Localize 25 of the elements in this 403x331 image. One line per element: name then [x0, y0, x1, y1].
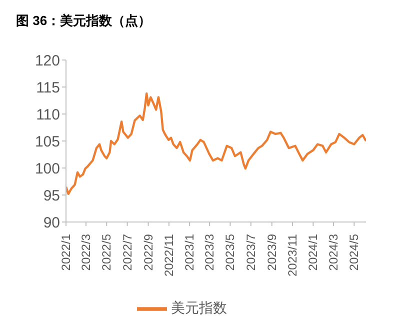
line-series	[66, 92, 366, 196]
legend-label: 美元指数	[171, 300, 227, 316]
chart-title: 图 36：美元指数（点）	[15, 12, 152, 30]
x-tick-label: 2024/5	[347, 234, 362, 271]
y-tick-label: 120	[34, 52, 60, 70]
x-tick-label: 2022/7	[120, 234, 134, 271]
y-tick-label: 95	[43, 187, 60, 204]
y-tick-label: 100	[34, 160, 60, 178]
x-tick-label: 2023/5	[223, 234, 238, 271]
x-tick-label: 2024/3	[326, 234, 340, 271]
x-tick-label: 2023/1	[182, 234, 197, 271]
y-tick-label: 90	[43, 214, 60, 232]
y-tick-label: 115	[36, 79, 60, 96]
y-tick-label: 105	[34, 133, 60, 150]
x-tick-label: 2023/11	[286, 234, 300, 276]
x-tick-label: 2022/5	[100, 234, 114, 271]
x-tick-label: 2022/11	[162, 234, 176, 276]
x-tick-label: 2022/3	[78, 234, 93, 271]
x-tick-label: 2023/9	[264, 234, 279, 271]
x-tick-label: 2022/9	[141, 234, 156, 271]
y-tick-label: 110	[36, 106, 60, 124]
x-tick-label: 2023/7	[244, 234, 258, 271]
x-tick-label: 2022/1	[59, 234, 73, 271]
x-tick-label: 2023/3	[202, 234, 217, 271]
x-tick-label: 2024/1	[306, 234, 320, 271]
